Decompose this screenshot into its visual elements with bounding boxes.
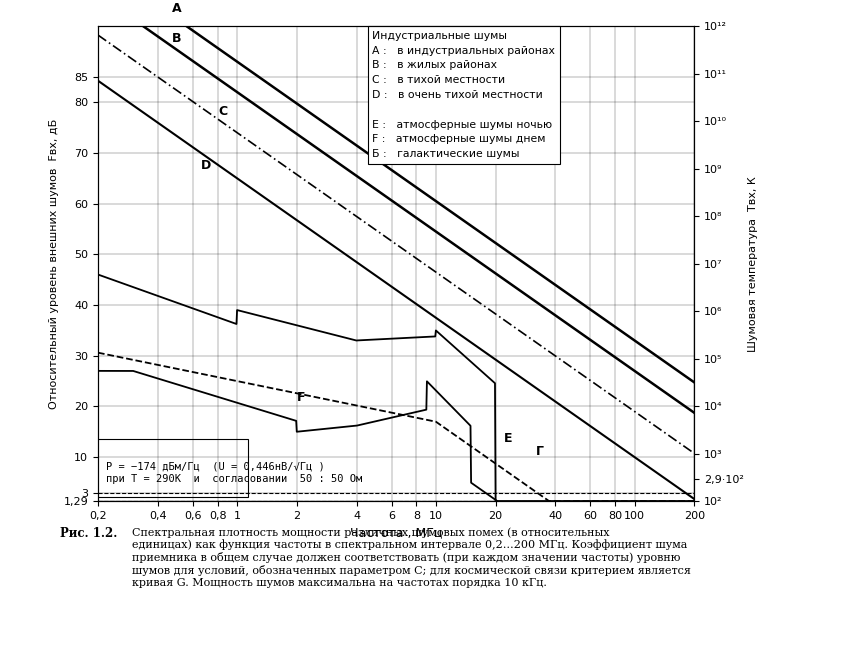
Text: Г: Г <box>536 445 544 458</box>
Text: E: E <box>504 432 512 445</box>
X-axis label: Частота , МГц: Частота , МГц <box>350 527 442 540</box>
Y-axis label: Относительный уровень внешних шумов  Fвх, дБ: Относительный уровень внешних шумов Fвх,… <box>49 118 60 409</box>
Text: P = −174 дБм/Гц  (U = 0,446нВ/√Гц ): P = −174 дБм/Гц (U = 0,446нВ/√Гц ) <box>106 462 325 472</box>
Text: D: D <box>201 159 211 173</box>
Text: при T = 290К  и  согласовании  50 : 50 Ом: при T = 290К и согласовании 50 : 50 Ом <box>106 475 362 484</box>
Text: A: A <box>172 2 182 15</box>
Text: C: C <box>218 105 227 118</box>
Text: F: F <box>296 391 305 404</box>
Text: Спектральная плотность мощности различных шумовых помех (в относительных
единица: Спектральная плотность мощности различны… <box>132 527 691 588</box>
Text: B: B <box>172 33 181 46</box>
Bar <box>0 439 248 497</box>
Y-axis label: Шумовая температура  Tвх, К: Шумовая температура Tвх, К <box>748 176 758 352</box>
Text: Рис. 1.2.: Рис. 1.2. <box>60 527 117 540</box>
Text: Индустриальные шумы
A :   в индустриальных районах
B :   в жилых районах
C :   в: Индустриальные шумы A : в индустриальных… <box>372 31 556 159</box>
